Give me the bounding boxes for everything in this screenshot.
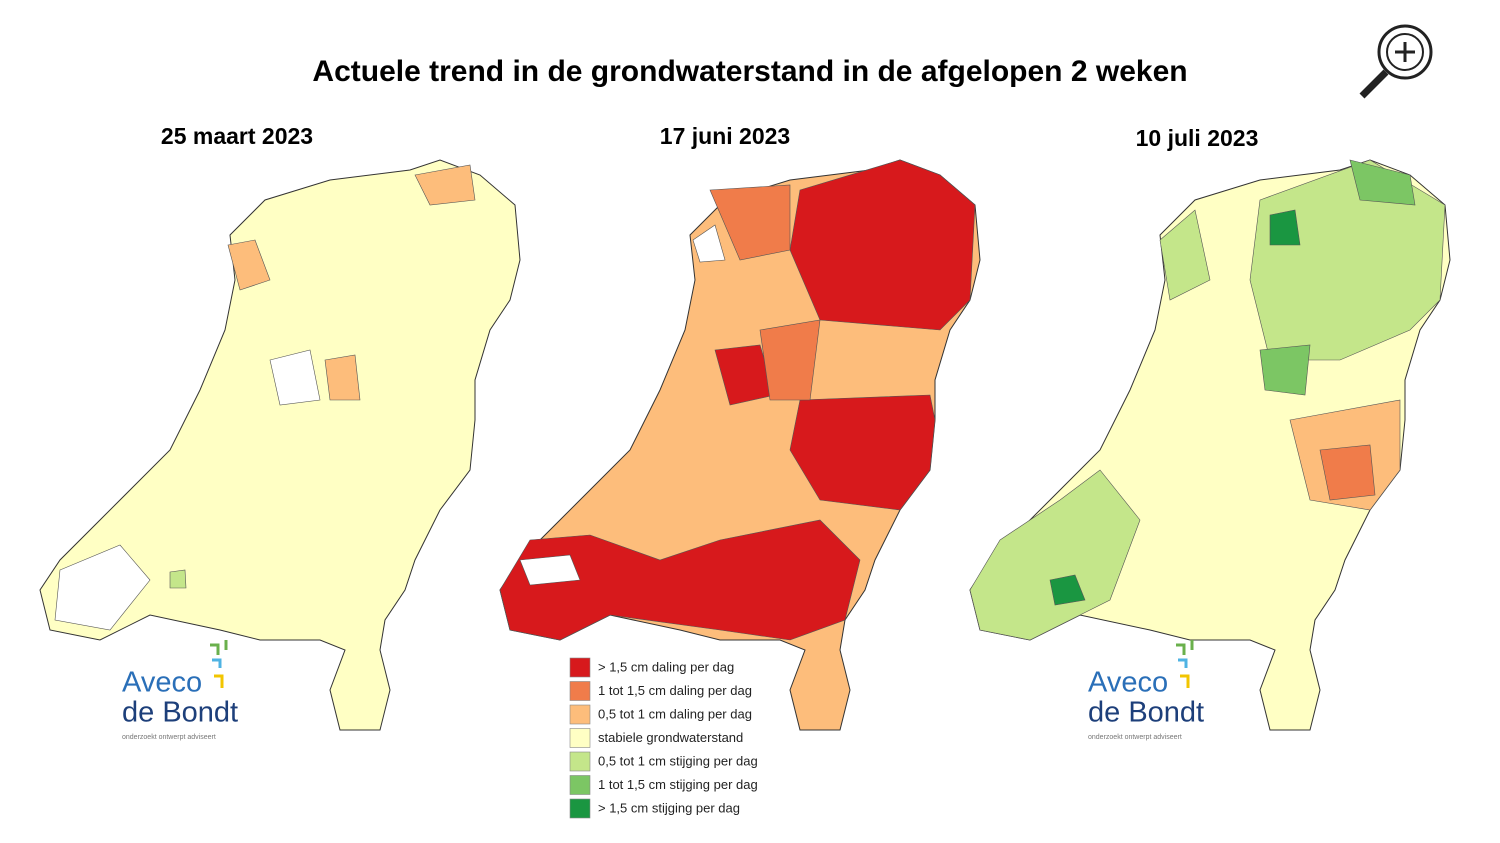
- legend-label: 0,5 tot 1 cm daling per dag: [598, 706, 752, 721]
- legend-label: > 1,5 cm daling per dag: [598, 659, 734, 674]
- zoom-icon[interactable]: [1359, 24, 1433, 99]
- map-date: 17 juni 2023: [660, 123, 790, 149]
- legend-label: 1 tot 1,5 cm daling per dag: [598, 683, 752, 698]
- legend-label: > 1,5 cm stijging per dag: [598, 800, 740, 815]
- logo-tagline: onderzoekt ontwerpt adviseert: [1088, 734, 1182, 741]
- logo-text: Aveco: [1088, 667, 1168, 699]
- map-date: 10 juli 2023: [1136, 125, 1259, 151]
- legend-swatch: [569, 681, 591, 701]
- legend-swatch: [569, 704, 591, 725]
- map: [39, 159, 521, 731]
- legend-swatch: [569, 728, 591, 748]
- map-date: 25 maart 2023: [161, 123, 313, 149]
- legend-swatch: [569, 798, 591, 819]
- logo-text: de Bondt: [122, 697, 238, 729]
- title: Actuele trend in de grondwaterstand in d…: [312, 55, 1187, 88]
- legend-label: 1 tot 1,5 cm stijging per dag: [598, 777, 758, 792]
- logo: Aveco de Bondt onderzoekt ontwerpt advis…: [122, 640, 238, 741]
- logo-text: de Bondt: [1088, 697, 1204, 729]
- legend-swatch: [569, 657, 591, 678]
- legend-label: 0,5 tot 1 cm stijging per dag: [598, 753, 758, 768]
- legend-label: stabiele grondwaterstand: [598, 730, 743, 745]
- legend-swatch: [569, 751, 591, 772]
- map: [969, 159, 1451, 731]
- map: [499, 159, 981, 731]
- logo-tagline: onderzoekt ontwerpt adviseert: [122, 734, 216, 741]
- legend: > 1,5 cm daling per dag 1 tot 1,5 cm dali…: [569, 657, 758, 819]
- logo-text: Aveco: [122, 667, 202, 699]
- legend-swatch: [569, 775, 591, 795]
- logo: Aveco de Bondt onderzoekt ontwerpt advis…: [1088, 640, 1204, 741]
